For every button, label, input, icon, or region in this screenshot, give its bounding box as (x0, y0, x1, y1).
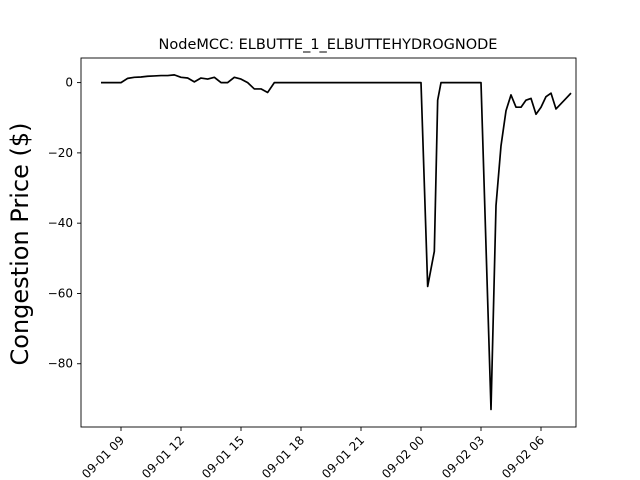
chart-title: NodeMCC: ELBUTTE_1_ELBUTTEHYDROGNODE (159, 37, 498, 53)
x-tick-label: 09-02 06 (499, 433, 547, 480)
axes-frame (80, 57, 577, 428)
y-tick-label: 0 (65, 76, 73, 90)
series-line-0 (101, 74, 572, 411)
x-tick-label: 09-01 15 (199, 433, 247, 480)
x-tick-label: 09-01 18 (259, 433, 307, 480)
x-tick-label: 09-01 12 (139, 433, 187, 480)
y-axis-label: Congestion Price ($) (6, 123, 34, 366)
x-tick-label: 09-01 21 (319, 433, 367, 480)
x-tick-label: 09-02 00 (379, 433, 427, 480)
y-tick-label: −40 (48, 216, 73, 230)
y-tick-label: −60 (48, 286, 73, 300)
y-tick-label: −80 (48, 357, 73, 371)
plot-area: 0 −20 −40 −60 −80 09-01 09 09-01 12 09-01 15 09-… (48, 57, 577, 480)
x-tick-label: 09-02 03 (439, 433, 487, 480)
y-tick-label: −20 (48, 146, 73, 160)
x-tick-label: 09-01 09 (79, 433, 127, 480)
